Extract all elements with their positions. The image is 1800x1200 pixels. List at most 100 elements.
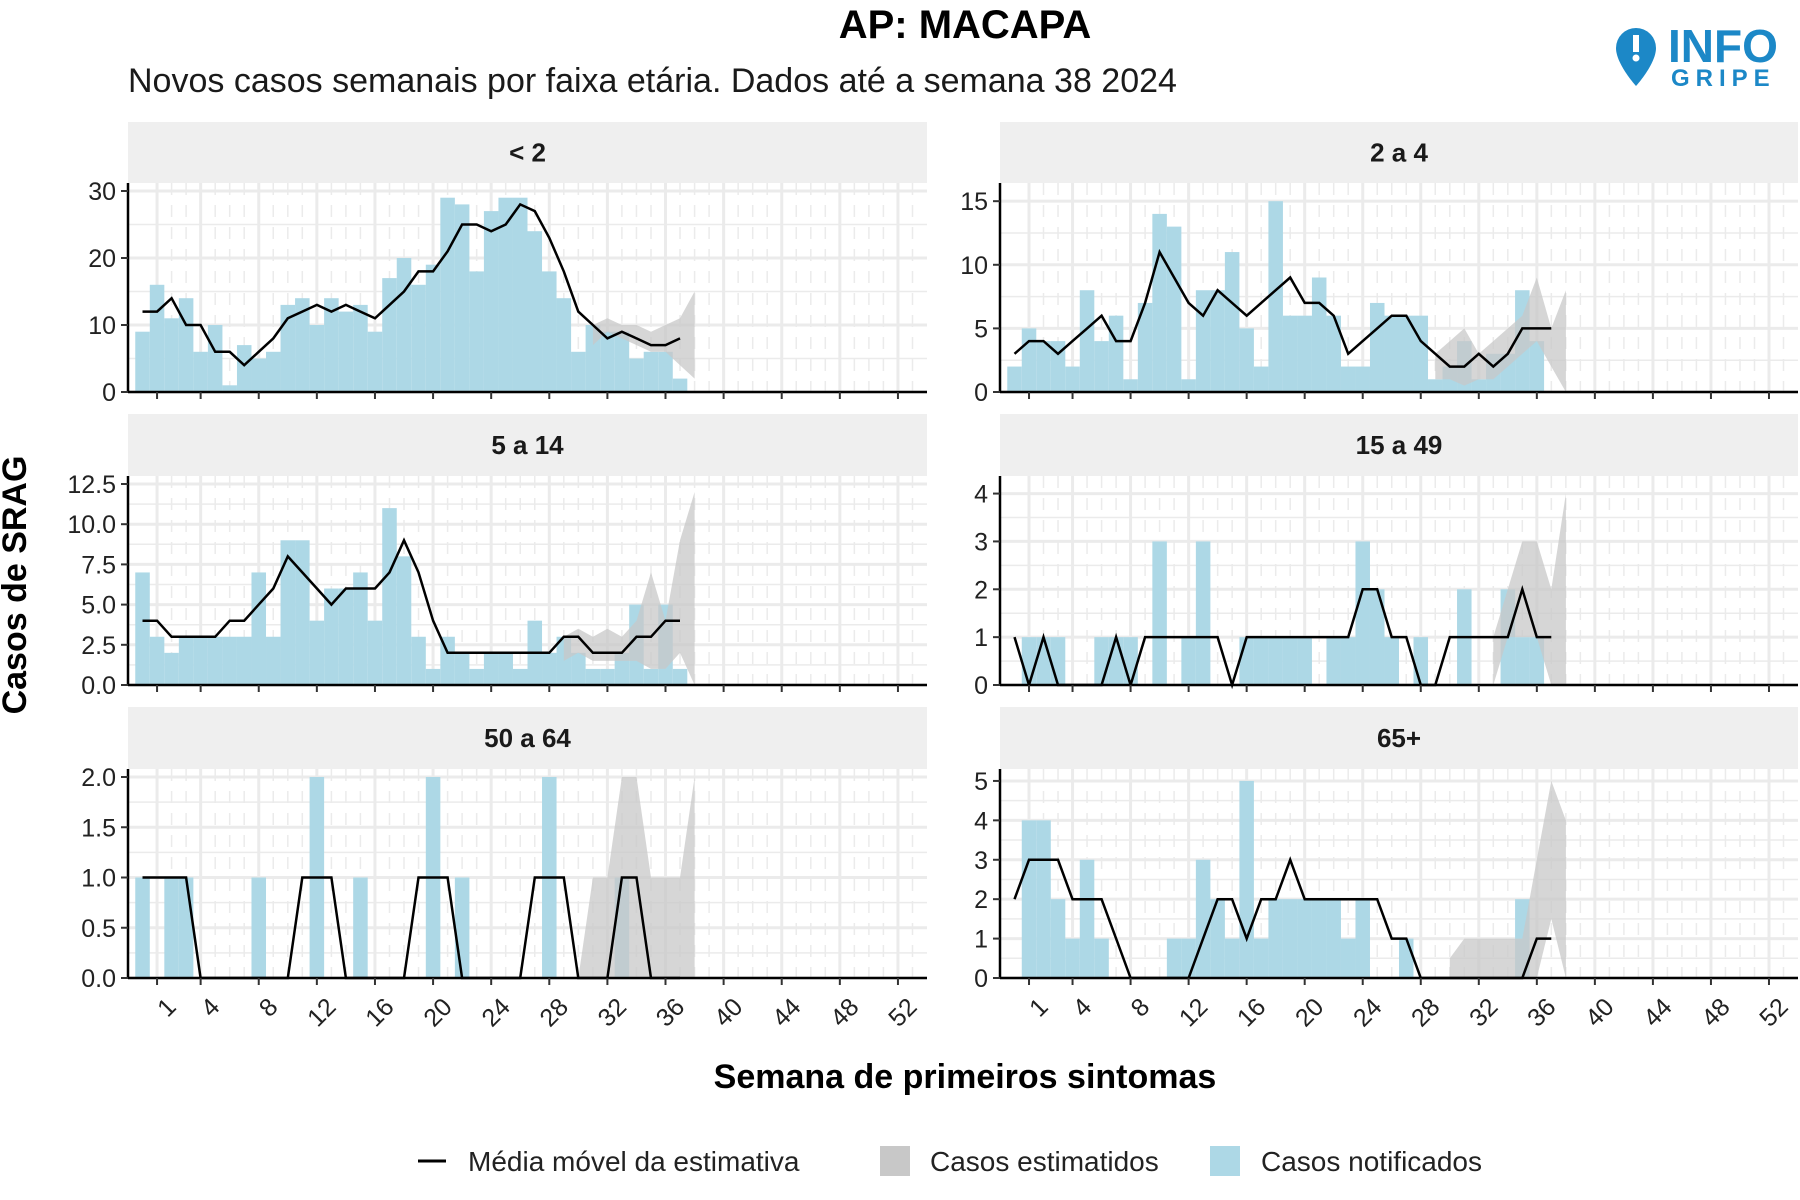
notified-bar <box>411 636 426 685</box>
notified-bar <box>600 331 615 392</box>
notified-bar <box>295 540 310 685</box>
y-tick-label: 1.5 <box>81 814 116 842</box>
y-tick-label: 1.0 <box>81 865 116 893</box>
notified-bar <box>1340 938 1356 978</box>
notified-bar <box>1369 589 1385 685</box>
x-tick-label: 4 <box>196 993 226 1023</box>
y-tick-label: 0 <box>102 379 116 407</box>
notified-bar <box>266 351 281 392</box>
y-tick-label: 12.5 <box>67 471 116 499</box>
notified-bar <box>454 877 470 978</box>
notified-bar <box>382 278 397 392</box>
notified-bar <box>1195 859 1211 978</box>
estimated-ribbon <box>563 492 695 685</box>
y-tick-label: 5.0 <box>81 592 116 620</box>
x-tick-label: 4 <box>1068 993 1098 1023</box>
logo-text-info: INFO <box>1668 20 1778 72</box>
notified-bar <box>207 636 223 685</box>
y-tick-label: 4 <box>974 807 988 835</box>
facet-panel: 50 a 640.00.51.01.52.01 4 8 12 16 20 24 28 32 36 4… <box>81 707 927 1032</box>
notified-bar <box>1065 366 1080 392</box>
facet-strip-label: 2 a 4 <box>1370 138 1428 168</box>
facet-strip-label: 50 a 64 <box>484 723 571 753</box>
chart-subtitle: Novos casos semanais por faixa etária. D… <box>128 62 1177 100</box>
notified-bar <box>1311 899 1327 978</box>
notified-bar <box>1210 899 1225 978</box>
y-tick-label: 10 <box>88 312 116 340</box>
notified-bar <box>396 556 412 685</box>
y-tick-label: 5 <box>974 315 988 343</box>
notified-bar <box>1239 637 1254 685</box>
notified-bar <box>1181 938 1196 978</box>
notified-bar <box>1108 315 1124 392</box>
x-tick-label: 36 <box>1522 993 1561 1032</box>
y-tick-label: 2 <box>974 576 988 604</box>
notified-bar <box>425 668 441 685</box>
notified-bar <box>1326 899 1341 978</box>
notified-bar <box>1253 366 1269 392</box>
notified-bar <box>1007 366 1022 392</box>
x-tick-label: 16 <box>1232 993 1271 1032</box>
moving-average-line <box>1013 584 1552 690</box>
facet-panel: < 2 0 10 20 30 <box>88 122 927 407</box>
notified-bar <box>600 668 615 685</box>
notified-bar <box>164 318 179 392</box>
notified-bar <box>469 668 484 685</box>
y-tick-label: 30 <box>88 178 116 206</box>
notified-bar <box>440 636 455 685</box>
notified-bar <box>1384 637 1399 685</box>
x-tick-label: 8 <box>254 993 284 1023</box>
facet-strip <box>1000 122 1798 183</box>
notified-bar <box>135 572 150 685</box>
x-tick-label: 28 <box>535 993 574 1032</box>
x-tick-label: 12 <box>1174 993 1213 1032</box>
notified-bar <box>1181 379 1196 392</box>
x-tick-label: 28 <box>1406 993 1445 1032</box>
x-tick-label: 48 <box>825 993 864 1032</box>
notified-bar <box>295 298 310 392</box>
notified-bar <box>1268 899 1283 978</box>
notified-bar <box>1282 899 1298 978</box>
notified-bar <box>1311 277 1327 392</box>
notified-bar <box>1036 637 1051 685</box>
notified-bar <box>672 378 688 392</box>
notified-bar <box>1079 290 1095 392</box>
facet-panel: 15 a 49 0 1 2 3 4 <box>974 414 1798 700</box>
x-tick-label: 24 <box>476 993 516 1033</box>
facet-strip-label: < 2 <box>509 138 546 168</box>
x-axis-title: Semana de primeiros sintomas <box>714 1058 1217 1096</box>
x-tick-label: 20 <box>1290 993 1329 1032</box>
notified-bar <box>135 331 150 392</box>
notified-bar <box>527 231 543 392</box>
notified-bar <box>367 331 383 392</box>
x-tick-label: 36 <box>651 993 690 1032</box>
notified-bar <box>1471 379 1487 392</box>
facet-panel: 5 a 14 0.0 2.5 5.0 7.5 10.0 12.5 <box>67 414 927 700</box>
notified-bar <box>1152 213 1167 392</box>
y-tick-label: 0.5 <box>81 915 116 943</box>
y-tick-label: 3 <box>974 528 988 556</box>
notified-bar <box>1021 637 1037 685</box>
legend-item-notified: Casos notificados <box>1210 1146 1482 1177</box>
notified-bar <box>1413 637 1429 685</box>
facet-strip <box>1000 414 1798 476</box>
notified-bars <box>135 508 688 685</box>
notified-bar <box>222 636 237 685</box>
notified-bar <box>178 877 194 978</box>
notified-bar <box>556 298 572 392</box>
notified-bar <box>236 345 252 392</box>
legend-label: Casos estimatidos <box>930 1146 1159 1177</box>
facet-strip <box>128 414 927 476</box>
y-tick-label: 10.0 <box>67 511 116 539</box>
y-tick-label: 3 <box>974 847 988 875</box>
notified-bar <box>149 636 165 685</box>
legend-label: Casos notificados <box>1261 1146 1482 1177</box>
notified-bar <box>1123 379 1138 392</box>
notified-bar <box>164 877 179 978</box>
notified-bar <box>483 211 499 392</box>
notified-bar <box>454 204 470 392</box>
notified-bar <box>1166 226 1182 392</box>
notified-bar <box>193 636 208 685</box>
moving-average-line <box>142 202 681 367</box>
